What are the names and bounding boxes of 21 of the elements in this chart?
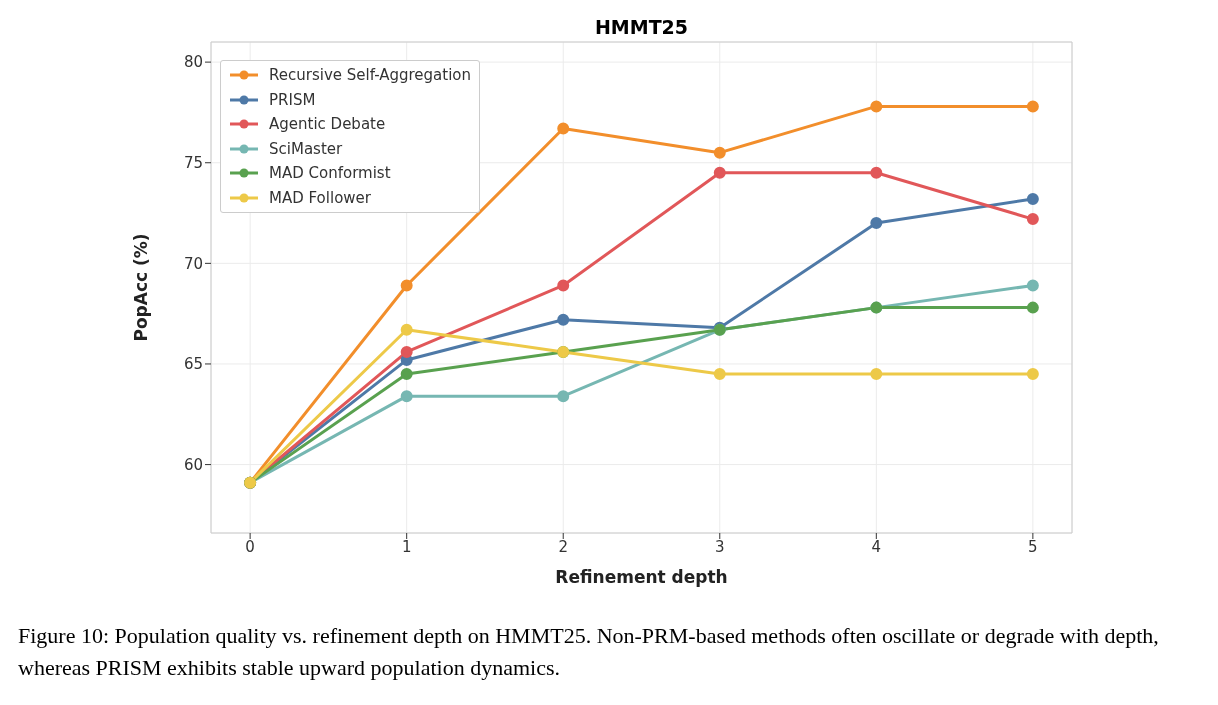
y-tick-label: 70	[183, 254, 203, 273]
x-axis-title: Refinement depth	[555, 567, 728, 587]
y-tick-label: 65	[183, 355, 203, 374]
x-tick-label: 4	[871, 537, 882, 556]
x-tick-label: 5	[1028, 537, 1038, 556]
x-tick-label: 3	[715, 537, 725, 556]
legend-label: MAD Follower	[269, 187, 371, 209]
x-tick-label: 2	[558, 537, 568, 556]
legend-label: SciMaster	[269, 138, 343, 160]
y-tick-label: 75	[183, 154, 203, 173]
legend-label: Recursive Self-Aggregation	[269, 65, 472, 86]
legend-label: MAD Conformist	[269, 163, 391, 184]
legend-label: Agentic Debate	[269, 114, 386, 135]
y-tick-label: 80	[183, 53, 203, 72]
y-tick-label: 60	[183, 455, 203, 474]
x-tick-label: 1	[401, 537, 412, 556]
legend-label: PRISM	[269, 89, 316, 111]
x-tick-label: 0	[245, 537, 255, 556]
caption: Figure 10: Population quality vs. refinement depth on HMMT25. Non-PRM-based methods often oscillate or degrade with depth, whereas PRISM exhibits stable upward population dynamics.	[18, 622, 1160, 682]
chart-title: HMMT25	[593, 16, 690, 38]
y-axis-title: PopAcc (%)	[131, 233, 152, 342]
